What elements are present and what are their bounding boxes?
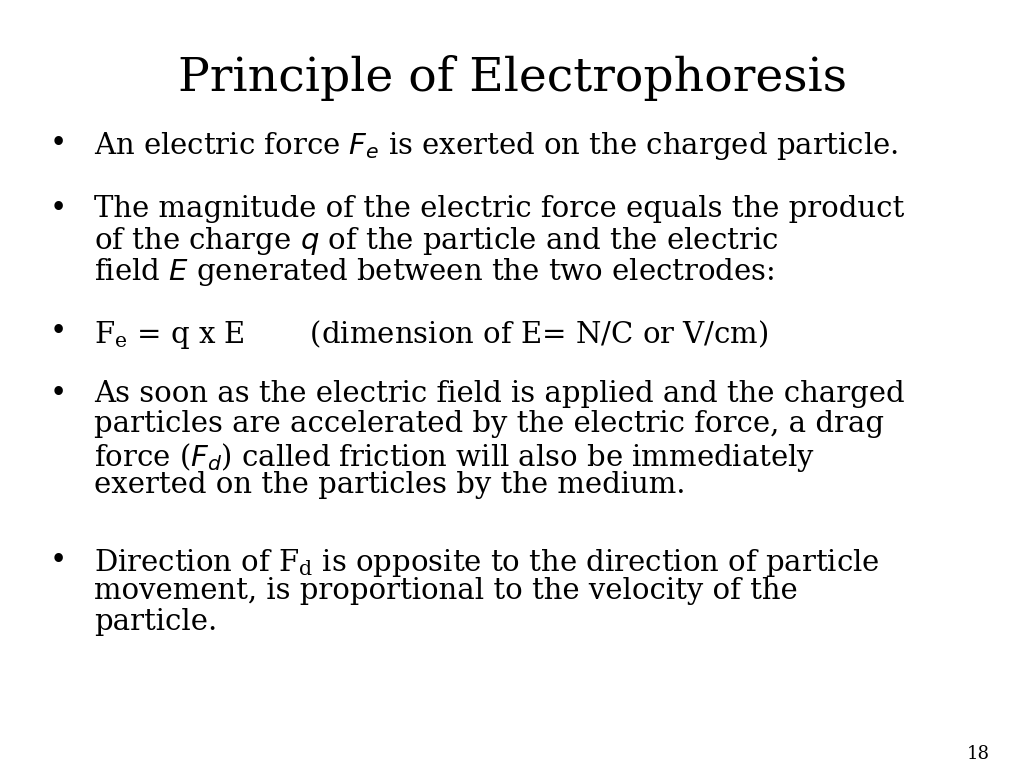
Text: $\mathregular{F_e}$ = q x E       (dimension of E= N/C or V/cm): $\mathregular{F_e}$ = q x E (dimension o… (94, 318, 769, 351)
Text: •: • (49, 130, 67, 158)
Text: An electric force $F_e$ is exerted on the charged particle.: An electric force $F_e$ is exerted on th… (94, 130, 898, 162)
Text: particles are accelerated by the electric force, a drag: particles are accelerated by the electri… (94, 410, 884, 439)
Text: The magnitude of the electric force equals the product: The magnitude of the electric force equa… (94, 195, 904, 223)
Text: 18: 18 (967, 745, 990, 763)
Text: Principle of Electrophoresis: Principle of Electrophoresis (177, 55, 847, 101)
Text: force ($F_d$) called friction will also be immediately: force ($F_d$) called friction will also … (94, 441, 815, 474)
Text: particle.: particle. (94, 608, 217, 636)
Text: •: • (49, 547, 67, 575)
Text: •: • (49, 195, 67, 223)
Text: As soon as the electric field is applied and the charged: As soon as the electric field is applied… (94, 380, 905, 408)
Text: Direction of $\mathregular{F_d}$ is opposite to the direction of particle: Direction of $\mathregular{F_d}$ is oppo… (94, 547, 880, 579)
Text: •: • (49, 380, 67, 408)
Text: •: • (49, 318, 67, 346)
Text: field $E$ generated between the two electrodes:: field $E$ generated between the two elec… (94, 256, 774, 288)
Text: exerted on the particles by the medium.: exerted on the particles by the medium. (94, 472, 686, 499)
Text: movement, is proportional to the velocity of the: movement, is proportional to the velocit… (94, 578, 798, 605)
Text: of the charge $q$ of the particle and the electric: of the charge $q$ of the particle and th… (94, 226, 778, 257)
